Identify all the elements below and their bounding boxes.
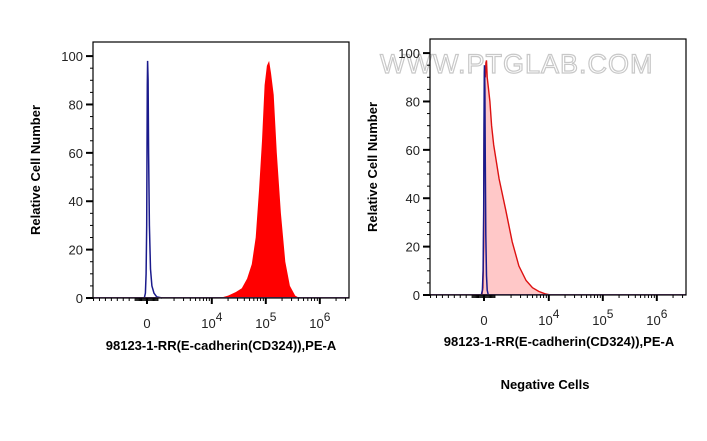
- panel-caption: Negative Cells: [501, 377, 590, 392]
- plot-border: [92, 41, 350, 299]
- plot-frame: [92, 41, 350, 299]
- x-tick-label: 106: [309, 310, 330, 331]
- y-tick-label: 100: [398, 46, 420, 61]
- y-tick-label: 60: [406, 143, 420, 158]
- x-tick-label: 0: [480, 313, 487, 328]
- plot-frame: [429, 38, 687, 296]
- x-tick-label: 0: [143, 316, 150, 331]
- x-axis-title: 98123-1-RR(E-cadherin(CD324)),PE-A: [444, 334, 675, 349]
- y-tick-label: 0: [413, 288, 420, 303]
- x-axis: 0 104 105 106: [93, 298, 347, 331]
- y-tick-label: 0: [76, 291, 83, 306]
- y-tick-label: 40: [406, 191, 420, 206]
- plot-border: [429, 38, 687, 296]
- y-tick-label: 20: [406, 240, 420, 255]
- histogram-panel-left: 0 20 40 60 80 100 0 104 105 106 Relative Cell Nu…: [28, 41, 350, 353]
- histogram-fill-stained: [481, 60, 551, 296]
- y-axis-title: Relative Cell Number: [365, 102, 380, 232]
- histogram-panel-right: WWW.PTGLAB.COM 0 20 40 60 80 100 0 104 105 106 R…: [365, 38, 687, 392]
- x-tick-label: 106: [646, 307, 667, 328]
- y-tick-label: 100: [61, 49, 83, 64]
- y-tick-label: 60: [69, 146, 83, 161]
- y-tick-label: 20: [69, 243, 83, 258]
- x-axis-title: 98123-1-RR(E-cadherin(CD324)),PE-A: [106, 338, 337, 353]
- y-axis: 0 20 40 60 80 100: [61, 49, 93, 306]
- x-tick-label: 105: [592, 307, 613, 328]
- y-tick-label: 40: [69, 194, 83, 209]
- histogram-line-isotype: [480, 65, 490, 296]
- y-axis-title: Relative Cell Number: [28, 105, 43, 235]
- x-axis: 0 104 105 106: [430, 295, 684, 328]
- x-tick-label: 105: [255, 310, 276, 331]
- y-axis: 0 20 40 60 80 100: [398, 46, 430, 303]
- watermark-text: WWW.PTGLAB.COM: [380, 49, 654, 79]
- x-tick-label: 104: [538, 307, 559, 328]
- y-tick-label: 80: [406, 94, 420, 109]
- x-tick-label: 104: [201, 310, 222, 331]
- y-tick-label: 80: [69, 97, 83, 112]
- series-layer: [143, 60, 300, 299]
- histogram-fill-stained: [219, 60, 300, 299]
- histogram-line-isotype: [143, 60, 163, 299]
- series-layer: [480, 60, 552, 296]
